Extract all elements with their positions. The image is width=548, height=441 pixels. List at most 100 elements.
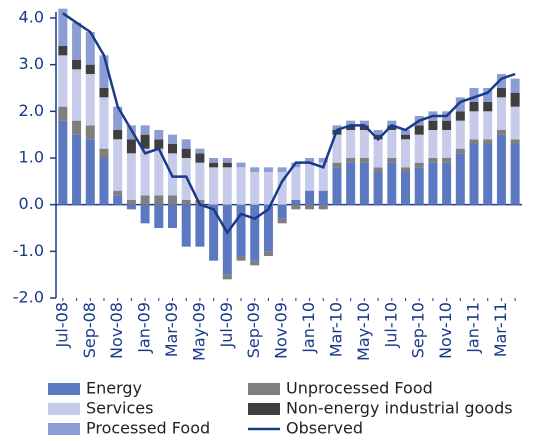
bar-segment	[195, 148, 205, 154]
bar-segment	[181, 200, 191, 205]
legend-swatch	[48, 403, 80, 415]
bar-segment	[346, 120, 356, 126]
legend-label: Processed Food	[86, 419, 210, 438]
bar-segment	[154, 204, 164, 228]
bar-segment	[168, 134, 177, 144]
bar-segment	[72, 134, 82, 205]
bar-segment	[291, 204, 301, 210]
bar-segment	[263, 204, 273, 252]
bar-segment	[126, 139, 136, 154]
bar-segment	[359, 125, 369, 130]
y-tick-label: 2.0	[19, 101, 44, 120]
x-tick-label: Nov-08	[107, 302, 126, 359]
bar-segment	[154, 139, 164, 149]
legend-swatch	[48, 383, 80, 395]
bar-segment	[414, 134, 424, 163]
bar-segment	[154, 195, 164, 205]
x-tick-label: Jul-09	[217, 302, 236, 348]
bar-segment	[72, 60, 82, 70]
bar-segment	[72, 69, 82, 121]
bar-segment	[305, 204, 315, 210]
bar-segment	[414, 125, 424, 135]
bar-segment	[236, 167, 246, 205]
bar-segment	[359, 162, 369, 205]
bar-segment	[113, 106, 123, 130]
bar-segment	[332, 134, 342, 163]
bar-segment	[469, 88, 479, 102]
legend-label: Non-energy industrial goods	[286, 399, 513, 418]
bar-segment	[359, 130, 369, 158]
x-tick-label: Nov-10	[436, 302, 455, 359]
bar-segment	[291, 162, 301, 168]
x-tick-label: May-09	[189, 302, 208, 361]
bar-segment	[250, 204, 260, 261]
bar-segment	[250, 167, 260, 172]
bar-segment	[442, 158, 452, 163]
legend-label: Unprocessed Food	[286, 379, 433, 398]
bar-segment	[483, 111, 493, 140]
bar-segment	[332, 125, 342, 130]
bar-segment	[469, 102, 479, 112]
bar-segment	[58, 8, 68, 46]
bar-segment	[318, 190, 328, 205]
bar-segment	[442, 120, 452, 130]
x-tick-label: Jul-10	[381, 302, 400, 348]
bar-segment	[222, 274, 232, 280]
x-tick-label: Mar-10	[326, 302, 345, 357]
bar-segment	[113, 130, 123, 140]
bar-segment	[401, 167, 410, 172]
bar-segment	[414, 162, 424, 168]
bar-segment	[346, 162, 356, 205]
legend-swatch	[48, 423, 80, 435]
y-tick-label: 1.0	[19, 148, 44, 167]
bar-segment	[318, 158, 328, 163]
bar-segment	[455, 97, 465, 112]
bar-segment	[483, 144, 493, 205]
legend-swatch	[248, 383, 280, 395]
bar-segment	[168, 204, 177, 228]
bar-segment	[85, 139, 95, 205]
bar-segment	[346, 125, 356, 130]
bar-segment	[496, 74, 506, 88]
bar-segment	[483, 88, 493, 102]
bar-segment	[346, 158, 356, 163]
x-tick-label: Jan-09	[135, 302, 154, 354]
bar-segment	[99, 97, 109, 149]
bar-segment	[373, 139, 383, 168]
bar-segment	[332, 167, 342, 205]
bar-segment	[263, 167, 273, 172]
bar-segment	[510, 78, 520, 93]
bar-segment	[455, 111, 465, 121]
observed-line	[62, 12, 516, 235]
bar-segment	[373, 167, 383, 172]
legend-label: Energy	[86, 379, 142, 398]
bar-segment	[58, 46, 68, 56]
y-tick-label: 0.0	[19, 194, 44, 213]
y-tick-label: 3.0	[19, 54, 44, 73]
bar-segment	[510, 92, 520, 107]
x-tick-label: Nov-09	[272, 302, 291, 359]
bar-segment	[99, 158, 109, 205]
bar-segment	[154, 148, 164, 196]
bar-segment	[140, 195, 150, 205]
x-tick-label: May-10	[354, 302, 373, 361]
bar-segment	[209, 162, 219, 168]
bar-segment	[442, 130, 452, 158]
bar-segment	[277, 167, 287, 172]
bar-segment	[387, 158, 397, 163]
bar-segment	[469, 144, 479, 205]
bar-segment	[455, 120, 465, 149]
bar-segment	[195, 204, 205, 247]
bar-segment	[442, 162, 452, 205]
bar-segment	[401, 139, 410, 168]
y-tick-label: -2.0	[13, 288, 44, 307]
x-tick-label: Jan-10	[299, 302, 318, 354]
bar-segment	[387, 130, 397, 158]
bar-segment	[496, 88, 506, 98]
legend-label: Services	[86, 399, 153, 418]
bar-segment	[72, 120, 82, 135]
bar-segment	[401, 130, 410, 135]
bar-segment	[250, 260, 260, 266]
bar-segment	[318, 162, 328, 191]
